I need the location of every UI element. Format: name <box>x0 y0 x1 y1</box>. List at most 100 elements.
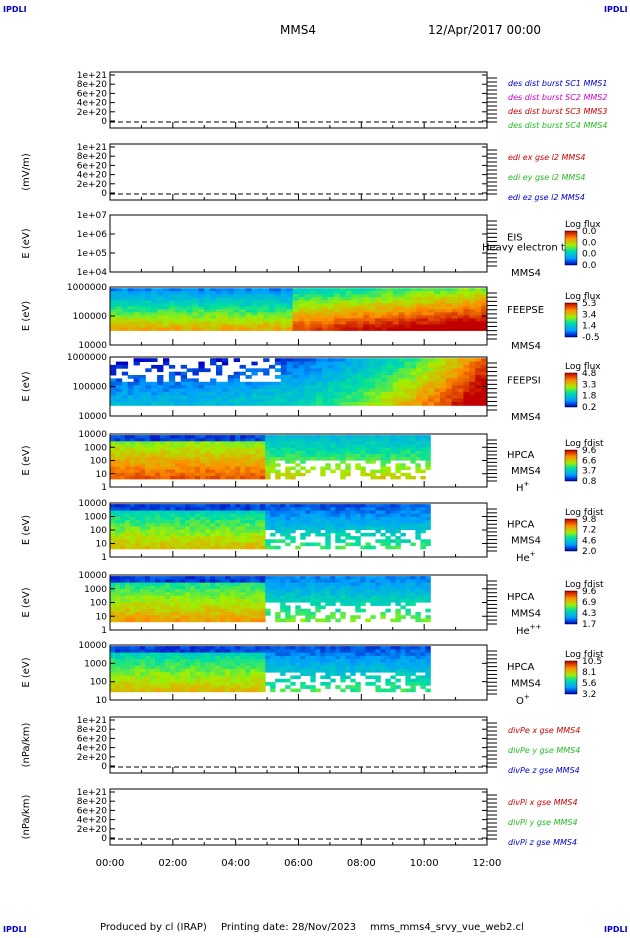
y-tick-label: 1000 <box>84 443 107 453</box>
spectrogram-cell <box>370 589 375 593</box>
spectrogram-cell <box>310 523 315 527</box>
spectrogram-cell <box>370 470 375 474</box>
spectrogram-cell <box>251 368 257 372</box>
spectrogram-cell <box>134 362 140 366</box>
spectrogram-cell <box>170 454 175 458</box>
spectrogram-cell <box>340 325 346 328</box>
spectrogram-cell <box>330 517 335 521</box>
spectrogram-cell <box>155 520 160 524</box>
spectrogram-cell <box>150 662 155 666</box>
spectrogram-cell <box>428 392 434 396</box>
spectrogram-cell <box>320 441 325 445</box>
spectrogram-cell <box>250 504 255 508</box>
spectrogram-cell <box>225 441 230 445</box>
spectrogram-cell <box>345 467 350 471</box>
spectrogram-cell <box>130 576 135 580</box>
y-axis-label: E (eV) <box>21 587 32 617</box>
spectrogram-cell <box>230 685 235 689</box>
spectrogram-cell <box>175 438 180 442</box>
spectrogram-cell <box>210 675 215 679</box>
spectrogram-cell <box>225 659 230 663</box>
spectrogram-cell <box>170 619 175 623</box>
spectrogram-cell <box>275 517 280 521</box>
spectrogram-cell <box>190 457 195 461</box>
spectrogram-cell <box>210 358 216 362</box>
spectrogram-cell <box>145 392 151 396</box>
spectrogram-cell <box>281 392 287 396</box>
spectrogram-cell <box>235 669 240 673</box>
spectrogram-cell <box>215 662 220 666</box>
spectrogram-cell <box>169 378 175 382</box>
spectrogram-cell <box>190 530 195 534</box>
spectrogram-cell <box>155 586 160 590</box>
spectrogram-cell <box>160 605 165 609</box>
spectrogram-cell <box>130 543 135 547</box>
spectrogram-cell <box>410 448 415 452</box>
spectrogram-cell <box>257 294 263 297</box>
spectrogram-cell <box>200 441 205 445</box>
spectrogram-cell <box>355 586 360 590</box>
spectrogram-cell <box>250 467 255 471</box>
spectrogram-cell <box>175 309 181 312</box>
spectrogram-cell <box>452 328 458 331</box>
spectrogram-cell <box>365 543 370 547</box>
spectrogram-cell <box>310 402 316 406</box>
spectrogram-cell <box>116 312 122 315</box>
spectrogram-cell <box>125 527 130 531</box>
colorbar-tick-label: 0.0 <box>582 238 597 248</box>
spectrogram-cell <box>165 659 170 663</box>
spectrogram-cell <box>293 358 299 362</box>
spectrogram-cell <box>216 309 222 312</box>
spectrogram-cell <box>216 297 222 300</box>
spectrogram-cell <box>165 646 170 650</box>
spectrogram-cell <box>260 679 265 683</box>
spectrogram-cell <box>222 382 228 386</box>
spectrogram-cell <box>405 358 411 362</box>
spectrogram-cell <box>234 300 240 303</box>
spectrogram-cell <box>269 306 275 309</box>
spectrogram-cell <box>305 470 310 474</box>
spectrogram-cell <box>240 662 245 666</box>
spectrogram-cell <box>285 609 290 613</box>
spectrogram-cell <box>225 646 230 650</box>
spectrogram-cell <box>345 520 350 524</box>
spectrogram-cell <box>346 378 352 382</box>
spectrogram-cell <box>185 514 190 518</box>
spectrogram-cell <box>125 504 130 508</box>
spectrogram-cell <box>360 441 365 445</box>
spectrogram-cell <box>369 378 375 382</box>
spectrogram-cell <box>293 378 299 382</box>
spectrogram-cell <box>116 288 122 291</box>
spectrogram-cell <box>375 358 381 362</box>
spectrogram-cell <box>245 579 250 583</box>
spectrogram-cell <box>260 451 265 455</box>
spectrogram-cell <box>315 592 320 596</box>
spectrogram-cell <box>295 527 300 531</box>
spectrogram-cell <box>299 325 305 328</box>
spectrogram-cell <box>481 389 487 393</box>
spectrogram-cell <box>300 649 305 653</box>
y-axis-label: E (eV) <box>21 445 32 475</box>
spectrogram-cell <box>405 609 410 613</box>
spectrogram-cell <box>255 457 260 461</box>
spectrogram-cell <box>250 473 255 477</box>
spectrogram-cell <box>304 318 310 321</box>
spectrogram-cell <box>415 470 420 474</box>
spectrogram-cell <box>405 382 411 386</box>
spectrogram-cell <box>299 358 305 362</box>
spectrogram-cell <box>316 378 322 382</box>
spectrogram-cell <box>420 583 425 587</box>
spectrogram-cell <box>260 596 265 600</box>
spectrogram-cell <box>185 589 190 593</box>
spectrogram-cell <box>190 533 195 537</box>
spectrogram-cell <box>160 589 165 593</box>
spectrogram-cell <box>195 467 200 471</box>
spectrogram-cell <box>195 612 200 616</box>
spectrogram-cell <box>190 672 195 676</box>
spectrogram-cell <box>170 463 175 467</box>
spectrogram-cell <box>116 309 122 312</box>
spectrogram-cell <box>458 358 464 362</box>
spectrogram-cell <box>240 514 245 518</box>
spectrogram-cell <box>245 612 250 616</box>
spectrogram-cell <box>205 596 210 600</box>
